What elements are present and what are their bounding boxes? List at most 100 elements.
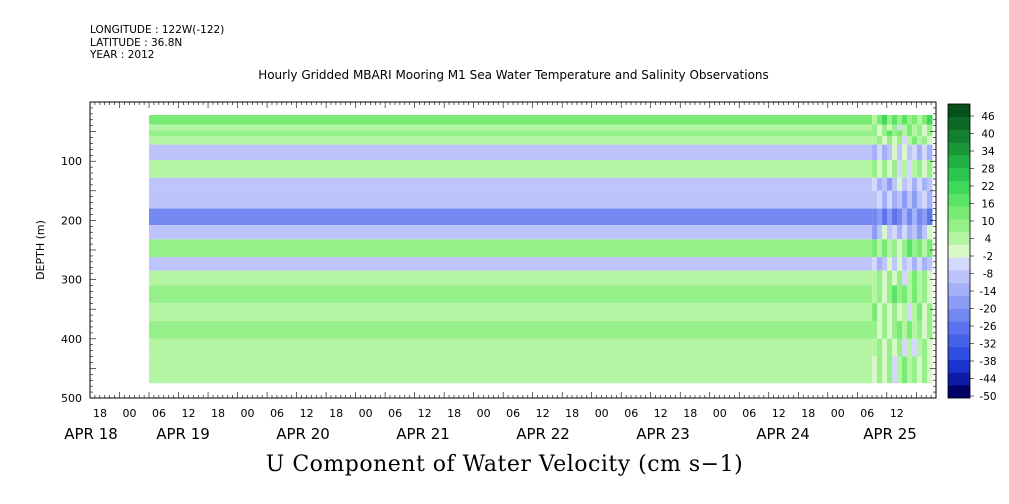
data-cell	[872, 356, 878, 384]
data-cell	[877, 160, 883, 178]
x-tick-label: 00	[241, 407, 255, 420]
data-cell	[907, 160, 913, 178]
data-cell	[887, 177, 893, 191]
colorbar-swatch	[948, 308, 970, 322]
data-cell	[892, 257, 898, 271]
data-cell	[927, 177, 933, 191]
data-cell	[917, 115, 923, 125]
data-cell	[922, 303, 928, 322]
colorbar-label: 4	[985, 234, 992, 246]
data-cell	[902, 160, 908, 178]
data-cell	[912, 285, 918, 304]
colorbar-swatch	[948, 244, 970, 258]
data-cell	[877, 270, 883, 286]
data-cell	[922, 160, 928, 178]
data-cell	[882, 356, 888, 384]
data-cell	[882, 285, 888, 304]
data-cell	[927, 130, 933, 137]
y-tick-label: 100	[61, 155, 82, 168]
colorbar-swatch	[948, 129, 970, 143]
x-tick-label: 12	[654, 407, 668, 420]
x-tick-label: 06	[742, 407, 756, 420]
data-cell	[917, 190, 923, 209]
data-cell	[887, 144, 893, 161]
data-cell	[897, 239, 903, 258]
data-cell	[887, 136, 893, 145]
data-cell	[927, 239, 933, 258]
data-cell	[912, 190, 918, 209]
colorbar-label: 40	[981, 129, 994, 141]
data-cell	[897, 177, 903, 191]
data-cell	[882, 160, 888, 178]
data-cell	[902, 124, 908, 131]
data-cell	[887, 190, 893, 209]
data-cell	[872, 136, 878, 145]
data-cell	[917, 270, 923, 286]
data-cell	[897, 257, 903, 271]
data-cell	[877, 338, 883, 357]
colorbar-swatch	[948, 282, 970, 297]
data-cell	[902, 356, 908, 384]
data-cell	[892, 338, 898, 357]
data-cell	[902, 177, 908, 191]
data-cell	[872, 190, 878, 209]
plot-area	[149, 115, 933, 384]
x-date-label: APR 19	[156, 425, 210, 443]
data-cell	[892, 285, 898, 304]
colorbar-swatch	[948, 167, 970, 181]
data-cell	[877, 239, 883, 258]
data-cell	[922, 225, 928, 240]
x-date-label: APR 21	[396, 425, 450, 443]
data-cell	[917, 144, 923, 161]
data-cell	[912, 115, 918, 125]
data-cell	[922, 285, 928, 304]
data-cell	[872, 124, 878, 131]
x-date-label: APR 24	[756, 425, 810, 443]
colorbar-label: -38	[979, 356, 996, 368]
data-band-7	[149, 190, 873, 209]
data-cell	[922, 115, 928, 125]
x-tick-label: 18	[93, 407, 107, 420]
chart-bottom-title: U Component of Water Velocity (cm s−1)	[265, 452, 744, 477]
data-cell	[882, 208, 888, 226]
data-cell	[882, 270, 888, 286]
data-cell	[902, 208, 908, 226]
data-cell	[872, 208, 878, 226]
data-cell	[882, 177, 888, 191]
data-cell	[872, 285, 878, 304]
y-tick-label: 200	[61, 214, 82, 227]
colorbar-swatch	[948, 104, 970, 118]
data-cell	[907, 190, 913, 209]
data-cell	[887, 321, 893, 339]
data-cell	[887, 303, 893, 322]
data-cell	[907, 270, 913, 286]
data-cell	[927, 144, 933, 161]
data-cell	[902, 239, 908, 258]
x-tick-label: 00	[477, 407, 491, 420]
data-cell	[917, 356, 923, 384]
data-cell	[877, 208, 883, 226]
data-cell	[917, 321, 923, 339]
x-tick-label: 06	[506, 407, 520, 420]
colorbar-swatch	[948, 385, 970, 399]
x-tick-label: 00	[595, 407, 609, 420]
data-cell	[902, 190, 908, 209]
colorbar-label: -26	[979, 321, 996, 333]
colorbar-label: -8	[983, 269, 993, 281]
data-cell	[892, 239, 898, 258]
x-tick-label: 12	[418, 407, 432, 420]
x-tick-label: 18	[211, 407, 225, 420]
colorbar-swatch	[948, 257, 970, 271]
colorbar-label: 46	[981, 111, 995, 123]
data-cell	[872, 257, 878, 271]
x-date-label: APR 22	[516, 425, 570, 443]
data-cell	[927, 208, 933, 226]
data-cell	[897, 136, 903, 145]
data-cell	[897, 144, 903, 161]
data-cell	[922, 208, 928, 226]
data-cell	[907, 136, 913, 145]
data-cell	[892, 321, 898, 339]
x-tick-label: 06	[152, 407, 166, 420]
data-band-10	[149, 239, 873, 258]
data-cell	[917, 124, 923, 131]
